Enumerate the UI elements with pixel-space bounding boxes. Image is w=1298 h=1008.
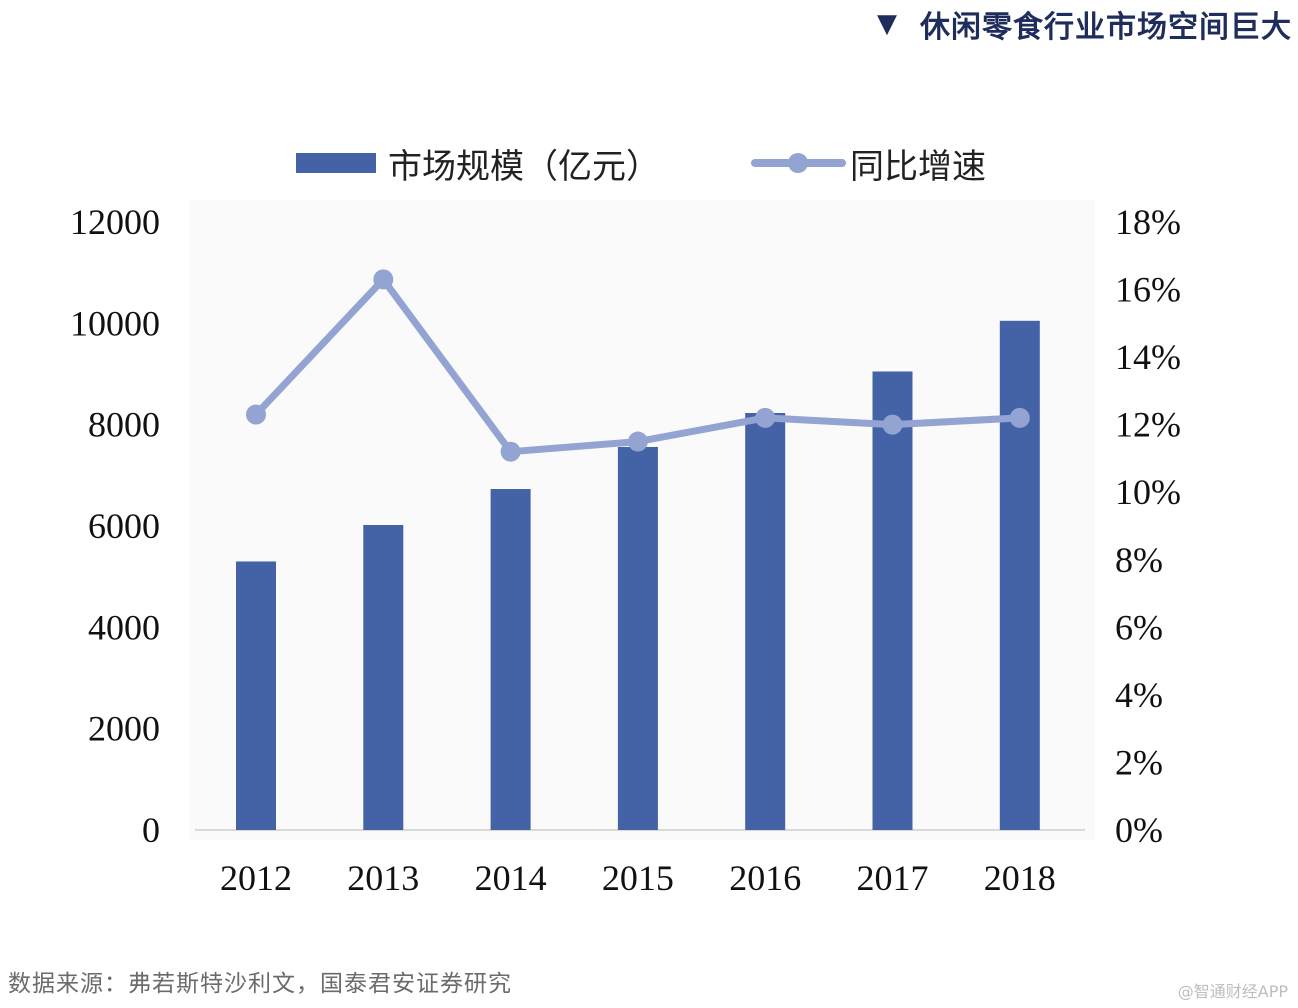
y-right-tick-label: 14% <box>1115 337 1181 377</box>
bar-2017 <box>872 371 913 830</box>
x-tick-label: 2012 <box>220 858 292 898</box>
x-tick-label: 2014 <box>475 858 547 898</box>
y-right-tick-label: 6% <box>1115 607 1163 647</box>
y-right-tick-label: 2% <box>1115 742 1163 782</box>
growth-point-2015 <box>627 431 648 452</box>
y-left-tick-label: 0 <box>142 810 160 850</box>
y-right-tick-label: 16% <box>1115 270 1181 310</box>
y-left-tick-label: 8000 <box>88 405 160 445</box>
y-left-tick-label: 12000 <box>70 202 160 242</box>
legend-bar-swatch <box>296 153 376 173</box>
legend-bar-label: 市场规模（亿元） <box>388 147 660 187</box>
growth-point-2016 <box>755 407 776 428</box>
y-right-tick-label: 8% <box>1115 540 1163 580</box>
growth-point-2018 <box>1009 407 1030 428</box>
growth-point-2017 <box>882 414 903 435</box>
x-tick-label: 2016 <box>729 858 801 898</box>
chart-header: ▼ 休闲零食行业市场空间巨大 <box>877 4 1292 45</box>
bar-2016 <box>745 413 786 830</box>
legend-line-label: 同比增速 <box>850 147 986 187</box>
y-left-tick-label: 6000 <box>88 506 160 546</box>
y-right-tick-label: 0% <box>1115 810 1163 850</box>
watermark: @智通财经APP <box>1177 982 1288 1001</box>
bar-2012 <box>236 561 276 830</box>
y-left-tick-label: 4000 <box>88 607 160 647</box>
x-tick-label: 2017 <box>857 858 929 898</box>
triangle-down-icon: ▼ <box>877 9 898 39</box>
legend-line-marker <box>788 153 808 173</box>
y-right-tick-label: 4% <box>1115 675 1163 715</box>
y-left-tick-label: 10000 <box>70 303 160 343</box>
bar-2014 <box>490 489 531 830</box>
data-source-note: 数据来源：弗若斯特沙利文，国泰君安证券研究 <box>8 971 512 997</box>
x-tick-label: 2013 <box>347 858 419 898</box>
y-right-tick-label: 10% <box>1115 472 1181 512</box>
growth-point-2014 <box>500 441 521 462</box>
legend: 市场规模（亿元） 同比增速 <box>296 147 986 187</box>
bar-2013 <box>363 524 404 830</box>
y-right-tick-label: 12% <box>1115 405 1181 445</box>
bar-2018 <box>999 320 1040 830</box>
growth-point-2012 <box>246 404 266 425</box>
page-title: 休闲零食行业市场空间巨大 <box>920 10 1292 45</box>
growth-point-2013 <box>373 269 394 290</box>
x-tick-label: 2018 <box>984 858 1056 898</box>
y-left-tick-label: 2000 <box>88 709 160 749</box>
bar-2015 <box>617 446 658 830</box>
y-right-tick-label: 18% <box>1115 202 1181 242</box>
x-tick-label: 2015 <box>602 858 674 898</box>
